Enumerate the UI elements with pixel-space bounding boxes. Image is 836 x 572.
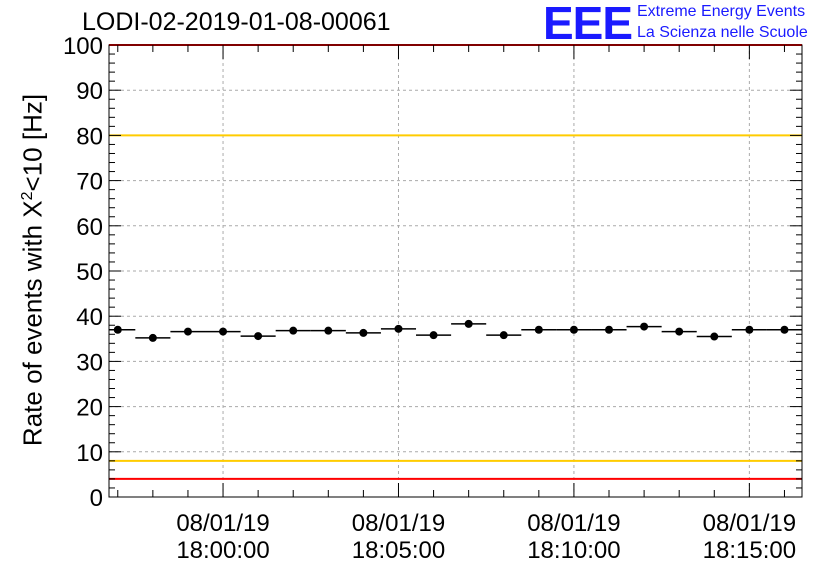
data-point bbox=[464, 319, 473, 328]
data-point bbox=[324, 326, 333, 335]
y-tick-label: 80 bbox=[76, 123, 103, 150]
y-tick-label: 60 bbox=[76, 214, 103, 241]
y-tick-label: 70 bbox=[76, 169, 103, 196]
data-point bbox=[113, 325, 122, 334]
y-tick-label: 50 bbox=[76, 259, 103, 286]
x-tick-time-label: 18:00:00 bbox=[176, 537, 269, 564]
x-tick-date-label: 08/01/19 bbox=[176, 510, 269, 537]
data-point bbox=[745, 325, 754, 334]
data-point bbox=[780, 325, 789, 334]
y-tick-label: 30 bbox=[76, 349, 103, 376]
threshold-lines bbox=[109, 44, 802, 480]
data-point bbox=[675, 327, 684, 336]
data-point bbox=[534, 325, 543, 334]
x-tick-date-label: 08/01/19 bbox=[703, 510, 796, 537]
data-point bbox=[499, 331, 508, 340]
logo-line-2: La Scienza nelle Scuole bbox=[637, 24, 808, 41]
data-point bbox=[289, 326, 298, 335]
grid-lines bbox=[109, 45, 802, 497]
tick-labels: 010203040506070809010008/01/1918:00:0008… bbox=[63, 33, 796, 564]
data-point bbox=[219, 327, 228, 336]
data-point bbox=[710, 332, 719, 341]
data-point bbox=[640, 322, 649, 331]
x-tick-time-label: 18:10:00 bbox=[527, 537, 620, 564]
y-tick-label: 90 bbox=[76, 78, 103, 105]
logo-line-1: Extreme Energy Events bbox=[637, 3, 806, 20]
y-axis-label-suffix: <10 [Hz] bbox=[17, 93, 48, 192]
y-tick-label: 20 bbox=[76, 395, 103, 422]
data-point bbox=[394, 324, 403, 333]
y-axis-label-sup: 2 bbox=[18, 191, 36, 201]
x-tick-time-label: 18:05:00 bbox=[352, 537, 445, 564]
x-tick-time-label: 18:15:00 bbox=[703, 537, 796, 564]
axis-ticks bbox=[109, 44, 802, 498]
x-tick-date-label: 08/01/19 bbox=[352, 510, 445, 537]
y-axis-label: Rate of events with X2<10 [Hz] bbox=[18, 94, 49, 446]
y-tick-label: 10 bbox=[76, 440, 103, 467]
data-point bbox=[605, 325, 614, 334]
data-points bbox=[109, 319, 802, 342]
x-tick-date-label: 08/01/19 bbox=[527, 510, 620, 537]
data-point bbox=[254, 332, 263, 341]
y-axis-label-prefix: Rate of events with X bbox=[17, 200, 48, 447]
data-point bbox=[183, 327, 192, 336]
y-tick-label: 0 bbox=[90, 485, 103, 512]
data-point bbox=[148, 333, 157, 342]
y-tick-label: 100 bbox=[63, 33, 103, 60]
data-point bbox=[429, 331, 438, 340]
data-point bbox=[569, 325, 578, 334]
eee-logo: EEE bbox=[543, 0, 633, 49]
data-point bbox=[359, 328, 368, 337]
y-tick-label: 40 bbox=[76, 304, 103, 331]
chart-title: LODI-02-2019-01-08-00061 bbox=[82, 8, 391, 36]
